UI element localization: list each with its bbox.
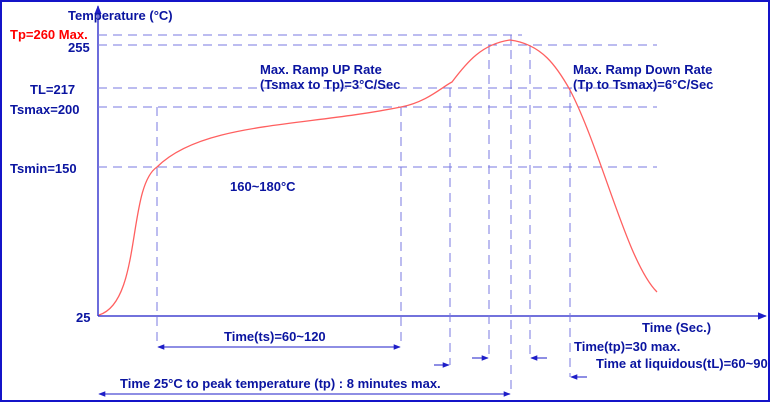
time-tp-label: Time(tp)=30 max. <box>574 339 680 354</box>
ramp-up-line-1: Max. Ramp UP Rate <box>260 62 382 77</box>
label-tsmin: Tsmin=150 <box>10 161 77 176</box>
x-axis-title: Time (Sec.) <box>642 320 711 335</box>
ramp-down-line-1: Max. Ramp Down Rate <box>573 62 712 77</box>
time-tl-label: Time at liquidous(tL)=60~90 <box>596 356 768 371</box>
label-tsmax: Tsmax=200 <box>10 102 80 117</box>
label-25: 25 <box>76 310 90 325</box>
soak-range-label: 160~180°C <box>230 179 296 194</box>
y-axis-title: Temperature (°C) <box>68 8 173 23</box>
reflow-curve <box>98 39 658 316</box>
time-ts-label: Time(ts)=60~120 <box>224 329 326 344</box>
time-total-label: Time 25°C to peak temperature (tp) : 8 m… <box>120 376 441 391</box>
label-tp: Tp=260 Max. <box>10 27 88 42</box>
ramp-up-line-2: (Tsmax to Tp)=3°C/Sec <box>260 77 400 92</box>
label-255: 255 <box>68 40 90 55</box>
ramp-down-line-2: (Tp to Tsmax)=6°C/Sec <box>573 77 713 92</box>
label-tl: TL=217 <box>30 82 75 97</box>
